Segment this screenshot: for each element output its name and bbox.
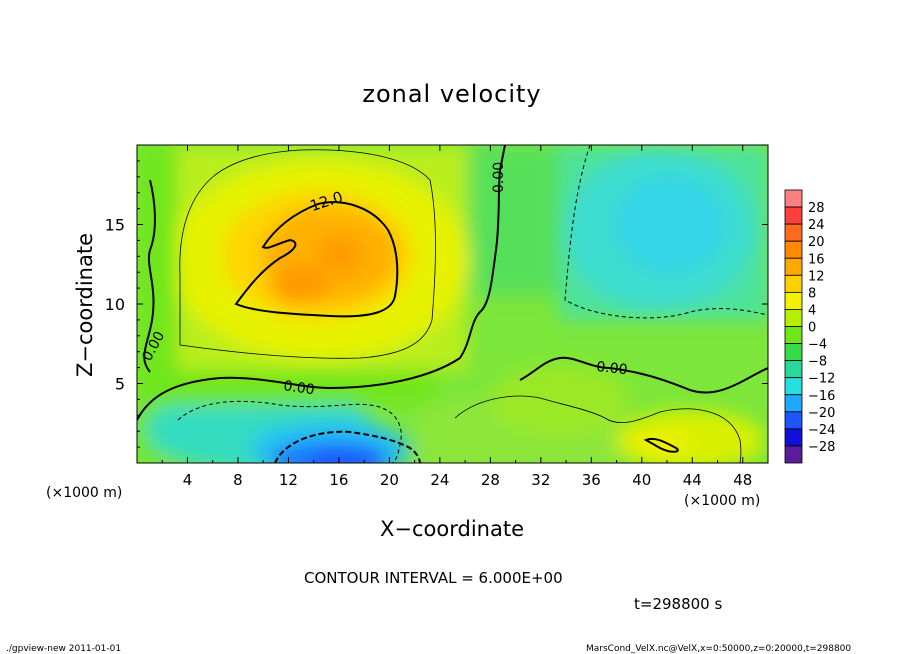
contour-6 <box>179 149 436 359</box>
heatmap-field <box>137 145 768 463</box>
colorbar-swatch <box>784 428 803 447</box>
colorbar-swatch <box>784 257 803 276</box>
colorbar-swatch <box>784 223 803 242</box>
colorbar-swatch <box>784 274 803 293</box>
colorbar-swatch <box>784 309 803 327</box>
contour-neg6-left <box>177 400 402 463</box>
colorbar-swatch <box>784 240 803 259</box>
contour-12 <box>234 201 399 318</box>
colorbar-swatch <box>784 411 803 430</box>
colorbar-swatch <box>784 377 803 396</box>
colorbar-label: 24 <box>808 218 825 233</box>
x-tick-label: 28 <box>481 471 500 489</box>
colorbar-label: 0 <box>808 321 816 336</box>
contour-neg6-right <box>564 145 768 319</box>
x-tick-label: 20 <box>380 471 399 489</box>
y-tick-label: 10 <box>105 295 125 314</box>
contour-6-small <box>643 438 679 453</box>
contour-neg12 <box>274 430 421 463</box>
colorbar-label: −16 <box>808 389 835 404</box>
colorbar-label: −8 <box>808 355 827 370</box>
x-tick-label: 8 <box>233 471 243 489</box>
colorbar-swatch <box>784 394 803 413</box>
contour-zero-mid <box>137 145 506 421</box>
footer-right: MarsCond_VelX.nc@VelX,x=0:50000,z=0:2000… <box>586 644 851 654</box>
chart-title: zonal velocity <box>362 80 541 108</box>
colorbar-swatch <box>784 360 803 379</box>
colorbar-label: −12 <box>808 372 835 387</box>
colorbar-label: 12 <box>808 269 825 284</box>
colorbar-label: 16 <box>808 252 825 267</box>
x-unit-left: (×1000 m) <box>46 485 122 501</box>
colorbar-label: −20 <box>808 406 835 421</box>
x-axis-title: X−coordinate <box>380 517 524 541</box>
contour-6-lower <box>454 395 742 463</box>
contour-label-zero-top: 0.00 <box>491 162 507 193</box>
contour-zero-right <box>519 356 768 394</box>
time-label: t=298800 s <box>634 595 722 613</box>
colorbar-label: 8 <box>808 286 816 301</box>
colorbar-swatch <box>784 326 803 344</box>
x-axis: 4 8 12 16 20 24 28 32 36 40 44 48 <box>161 145 752 489</box>
colorbar-label: 28 <box>808 201 825 216</box>
x-tick-label: 12 <box>279 471 298 489</box>
colorbar-label: 4 <box>808 303 816 318</box>
y-axis: 5 10 15 <box>105 160 768 448</box>
footer-left: ./gpview-new 2011-01-01 <box>6 644 121 654</box>
colorbar-swatch <box>784 291 803 310</box>
x-tick-label: 4 <box>183 471 193 489</box>
y-tick-label: 5 <box>115 375 125 394</box>
colorbar-swatch <box>784 445 803 464</box>
colorbar-label: −4 <box>808 338 827 353</box>
x-unit-right: (×1000 m) <box>684 493 760 509</box>
x-tick-label: 40 <box>632 471 651 489</box>
contour-zero-left <box>143 179 156 373</box>
y-axis-title: Z−coordinate <box>73 233 97 377</box>
contours <box>137 145 768 463</box>
y-tick-label: 15 <box>105 216 125 235</box>
contour-label-zero-right: 0.00 <box>596 359 629 378</box>
colorbar-swatch <box>784 206 803 225</box>
x-tick-label: 24 <box>430 471 449 489</box>
x-tick-label: 32 <box>531 471 550 489</box>
x-tick-label: 44 <box>683 471 702 489</box>
x-tick-label: 36 <box>582 471 601 489</box>
colorbar-label: 20 <box>808 235 825 250</box>
x-tick-label: 16 <box>329 471 348 489</box>
colorbar-label: −24 <box>808 423 835 438</box>
contour-label-zero-mid: 0.00 <box>282 378 315 398</box>
x-tick-label: 48 <box>733 471 752 489</box>
colorbar-swatch <box>784 343 803 362</box>
colorbar-swatch <box>784 189 803 208</box>
colorbar: 28 24 20 16 12 8 4 0 −4 −8 −12 −16 −20 −24 −28 <box>784 189 835 464</box>
contour-interval: CONTOUR INTERVAL = 6.000E+00 <box>304 569 563 587</box>
colorbar-label: −28 <box>808 440 835 455</box>
